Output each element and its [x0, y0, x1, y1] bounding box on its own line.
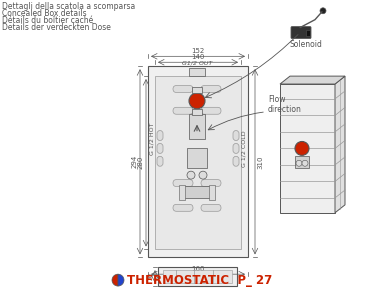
Text: 310: 310 [257, 155, 263, 168]
Text: G 1/2 COLD: G 1/2 COLD [241, 130, 246, 167]
Text: Solenoid: Solenoid [290, 41, 323, 49]
Text: 140: 140 [191, 54, 205, 60]
Text: Dettagli della scatola a scomparsa: Dettagli della scatola a scomparsa [2, 2, 135, 11]
Wedge shape [112, 274, 118, 286]
Text: 280: 280 [138, 156, 144, 169]
Bar [192, 109, 202, 115]
Bar [163, 270, 232, 283]
Text: Concealed Box details: Concealed Box details [2, 9, 87, 18]
Text: THERMOSTATIC  P_ 27: THERMOSTATIC P_ 27 [127, 274, 272, 287]
FancyBboxPatch shape [233, 131, 239, 140]
Circle shape [187, 171, 195, 179]
FancyBboxPatch shape [173, 180, 193, 187]
Bar [148, 66, 248, 257]
Bar [187, 148, 207, 168]
Bar [155, 76, 241, 249]
FancyBboxPatch shape [173, 204, 193, 211]
Text: Détails du boîtier caché: Détails du boîtier caché [2, 16, 93, 25]
FancyBboxPatch shape [201, 107, 221, 114]
Bar [280, 84, 335, 213]
Bar [189, 68, 205, 76]
Polygon shape [335, 76, 345, 213]
FancyBboxPatch shape [157, 156, 163, 166]
Bar [192, 87, 202, 93]
FancyBboxPatch shape [173, 86, 193, 93]
FancyBboxPatch shape [233, 156, 239, 166]
FancyBboxPatch shape [173, 107, 193, 114]
Circle shape [199, 171, 207, 179]
Bar [179, 185, 185, 200]
Bar [209, 185, 215, 200]
FancyBboxPatch shape [291, 27, 311, 39]
Text: Details der verdeckten Dose: Details der verdeckten Dose [2, 22, 111, 32]
Wedge shape [118, 274, 124, 286]
Text: direction: direction [268, 105, 302, 114]
Circle shape [295, 142, 309, 155]
Text: 294: 294 [132, 155, 138, 168]
Text: G 1/2 HOT: G 1/2 HOT [149, 122, 155, 155]
Bar [295, 156, 309, 168]
Circle shape [296, 160, 302, 166]
FancyBboxPatch shape [201, 180, 221, 187]
FancyBboxPatch shape [201, 86, 221, 93]
Circle shape [320, 8, 326, 14]
Bar [306, 29, 310, 36]
FancyBboxPatch shape [157, 143, 163, 153]
Text: 152: 152 [192, 48, 205, 54]
Text: 160: 160 [191, 266, 205, 272]
Bar [183, 186, 211, 198]
FancyBboxPatch shape [157, 131, 163, 140]
Text: Flow: Flow [268, 95, 286, 104]
Polygon shape [280, 76, 345, 84]
FancyBboxPatch shape [201, 204, 221, 211]
Text: 70: 70 [147, 272, 153, 281]
Circle shape [189, 93, 205, 109]
Bar [158, 267, 237, 286]
FancyBboxPatch shape [233, 143, 239, 153]
Circle shape [302, 160, 308, 166]
Bar [189, 114, 205, 138]
Text: G1/2 OUT: G1/2 OUT [182, 60, 212, 65]
